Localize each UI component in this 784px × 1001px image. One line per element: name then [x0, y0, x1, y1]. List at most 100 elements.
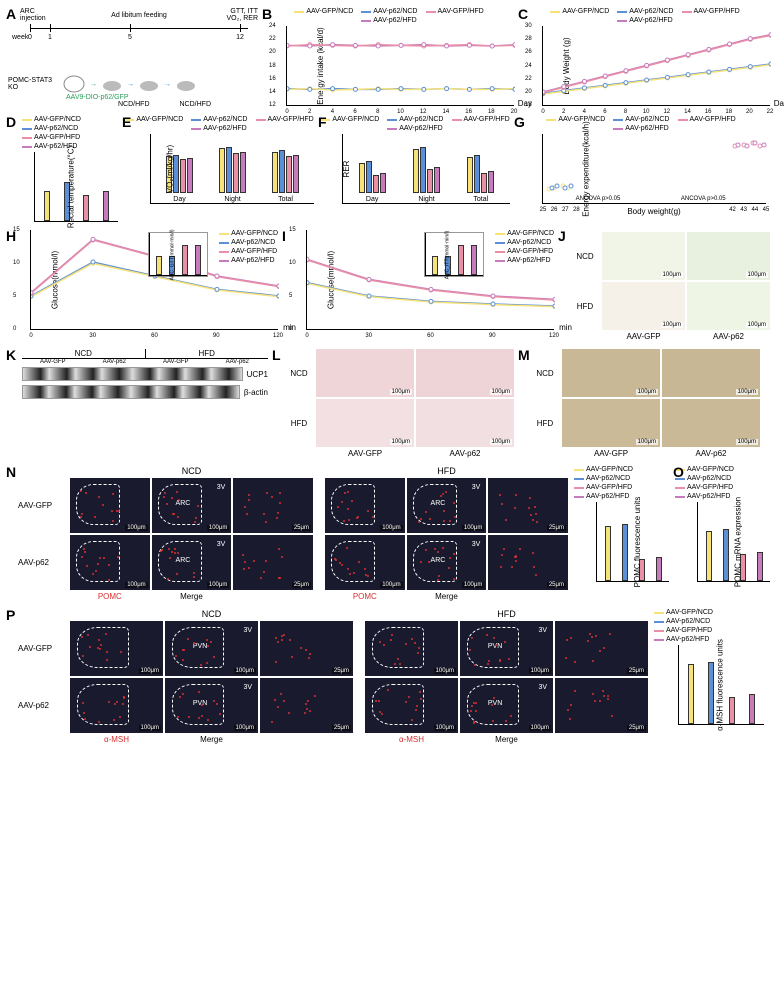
- panel-K: K NCD HFD AAV-GFP AAV-p62 AAV-GFP AAV-p6…: [8, 349, 268, 458]
- legend-F: AAV-GFP/NCDAAV-p62/NCDAAV-GFP/HFDAAV-p62…: [320, 116, 510, 132]
- legend-item: AAV-GFP/NCD: [219, 230, 278, 237]
- bar: [195, 245, 201, 275]
- M-i4: 100μm: [662, 399, 760, 447]
- wb-ucp1: [22, 367, 243, 381]
- panel-C: C AAV-GFP/NCDAAV-p62/NCDAAV-GFP/HFDAAV-p…: [520, 8, 770, 108]
- fluor-image: 100μm: [70, 535, 150, 590]
- fluor-image: 25μm: [555, 678, 648, 733]
- F-ylabel: RER: [342, 161, 351, 178]
- legend-item: AAV-GFP/NCD: [124, 116, 183, 123]
- fluor-image: 25μm: [233, 535, 313, 590]
- panel-N: N NCDHFDAAV-GFP100μmARC3V100μm25μm100μmA…: [8, 466, 568, 601]
- bar: [458, 245, 464, 275]
- J-row-hfd: HFD: [570, 282, 600, 330]
- legend-item: AAV-p62/HFD: [617, 17, 672, 24]
- legend-item: AAV-p62/NCD: [654, 618, 710, 625]
- legend-item: AAV-GFP/HFD: [256, 116, 314, 123]
- K-ncd: NCD: [22, 349, 146, 358]
- panel-F: F AAV-GFP/NCDAAV-p62/NCDAAV-GFP/HFDAAV-p…: [320, 116, 510, 222]
- fluor-image: 100μm: [365, 678, 458, 733]
- legend-item: AAV-p62/NCD: [22, 125, 78, 132]
- legend-item: AAV-GFP/NCD: [574, 466, 633, 473]
- wk0: 0: [28, 34, 32, 41]
- legend-E: AAV-GFP/NCD AAV-p62/NCD AAV-GFP/HFD AAV-p62…: [124, 116, 314, 132]
- I-inset: AUC_ITT(mmol·min/l): [424, 232, 484, 277]
- panel-N-bar: AAV-GFP/NCDAAV-p62/NCDAAV-GFP/HFDAAV-p62…: [574, 466, 669, 601]
- fluor-image: 25μm: [488, 478, 568, 533]
- legend-O: AAV-GFP/NCDAAV-p62/NCDAAV-GFP/HFDAAV-p62…: [675, 466, 770, 500]
- legend-item: AAV-p62/HFD: [219, 257, 274, 264]
- fluor-image: 100μm: [70, 621, 163, 676]
- bar: [471, 245, 477, 275]
- arc-inj-label: ARC injection: [20, 8, 46, 22]
- panel-L-label: L: [272, 347, 281, 363]
- L-i3: 100μm: [316, 399, 414, 447]
- legend-item: AAV-p62/NCD: [191, 116, 247, 123]
- legend-item: AAV-GFP/NCD: [294, 8, 353, 15]
- panel-H-label: H: [6, 228, 16, 244]
- legend-item: AAV-GFP/HFD: [219, 248, 277, 255]
- fluor-image: 25μm: [488, 535, 568, 590]
- L-c1: AAV-p62: [416, 449, 514, 458]
- diet1: NCD/HFD: [118, 101, 150, 108]
- legend-I: AAV-GFP/NCDAAV-p62/NCDAAV-GFP/HFDAAV-p62…: [495, 230, 554, 264]
- panel-E: E AAV-GFP/NCD AAV-p62/NCD AAV-GFP/HFD AAV-p…: [124, 116, 314, 222]
- fluor-image: PVN3V100μm: [165, 621, 258, 676]
- panel-L: L NCD 100μm 100μm HFD 100μm 100μm AAV-GF…: [274, 349, 514, 458]
- brain-icon: [62, 74, 86, 94]
- wk1: 1: [48, 34, 52, 41]
- L-i4: 100μm: [416, 399, 514, 447]
- legend-item: AAV-GFP/HFD: [495, 248, 553, 255]
- M-r1: HFD: [530, 399, 560, 447]
- panel-O-label: O: [673, 464, 684, 480]
- J-col-gfp: AAV-GFP: [602, 332, 685, 341]
- D-bars: [34, 152, 118, 222]
- P-bar-yl: α-MSH fluorescence units: [715, 639, 724, 731]
- panel-C-label: C: [518, 6, 528, 22]
- legend-item: AAV-p62/NCD: [387, 116, 443, 123]
- legend-item: AAV-p62/HFD: [387, 125, 442, 132]
- legend-item: AAV-p62/HFD: [675, 493, 730, 500]
- fluor-image: 100μm: [365, 621, 458, 676]
- bar: [708, 662, 714, 725]
- E-ylabel: VO₂(ml/kg/hr): [166, 145, 175, 193]
- legend-item: AAV-GFP/NCD: [22, 116, 81, 123]
- M-i2: 100μm: [662, 349, 760, 397]
- bar: [622, 524, 628, 582]
- bar: [729, 697, 735, 725]
- bar: [706, 531, 712, 581]
- figure-root: A ARC injection Ad libitum feeding GTT, …: [0, 0, 784, 760]
- N-bar-yl: POMC fluorescence units: [633, 497, 642, 588]
- aav-text: AAV9-DIO-p62/GFP: [66, 94, 258, 101]
- legend-item: AAV-GFP/NCD: [546, 116, 605, 123]
- M-c0: AAV-GFP: [562, 449, 660, 458]
- K-sc3: AAV-p62: [207, 359, 269, 365]
- fluor-image: 25μm: [555, 621, 648, 676]
- L-r1: HFD: [284, 399, 314, 447]
- fluor-image: ARC3V100μm: [152, 535, 232, 590]
- panel-K-label: K: [6, 347, 16, 363]
- mouse-icon-1: [101, 76, 123, 92]
- M-i1: 100μm: [562, 349, 660, 397]
- J-col-p62: AAV-p62: [687, 332, 770, 341]
- legend-item: AAV-p62/HFD: [191, 125, 246, 132]
- legend-item: AAV-GFP/HFD: [574, 484, 632, 491]
- panel-E-label: E: [122, 114, 131, 130]
- legend-item: AAV-p62/NCD: [219, 239, 275, 246]
- panel-M-label: M: [518, 347, 530, 363]
- fluor-image: 100μm: [325, 535, 405, 590]
- fluor-image: 25μm: [233, 478, 313, 533]
- panel-F-label: F: [318, 114, 327, 130]
- bar: [103, 191, 109, 221]
- legend-item: AAV-GFP/HFD: [426, 8, 484, 15]
- legend-item: AAV-p62/NCD: [613, 116, 669, 123]
- legend-item: AAV-p62/NCD: [361, 8, 417, 15]
- bar: [156, 256, 162, 275]
- K-sc2: AAV-GFP: [145, 359, 207, 365]
- H-inset: AUC_GTT(mmol·min/l): [148, 232, 208, 277]
- adlib-label: Ad libitum feeding: [111, 12, 167, 19]
- wk5: 5: [128, 34, 132, 41]
- fluor-image: PVN3V100μm: [460, 621, 553, 676]
- legend-N: AAV-GFP/NCDAAV-p62/NCDAAV-GFP/HFDAAV-p62…: [574, 466, 669, 500]
- mouse-icon-3: [175, 76, 197, 92]
